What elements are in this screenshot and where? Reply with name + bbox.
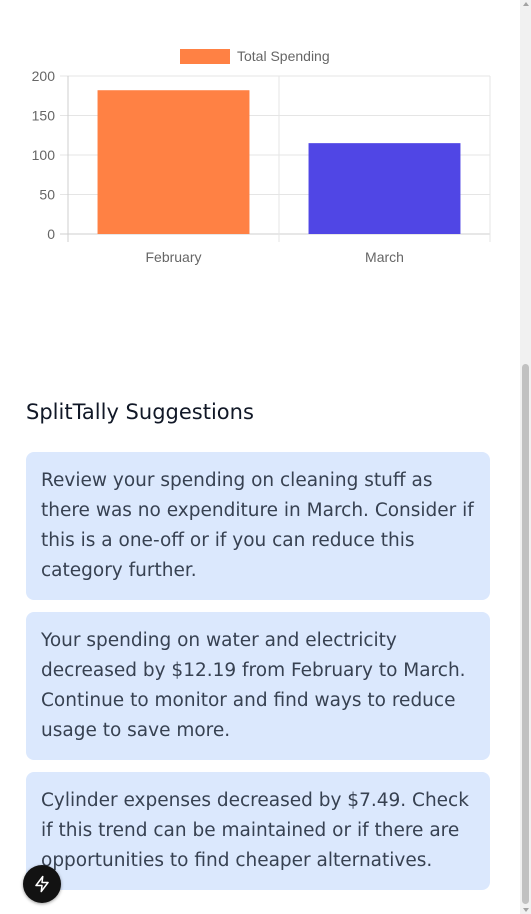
y-tick-label: 150 bbox=[32, 108, 56, 124]
y-tick-label: 200 bbox=[32, 68, 56, 84]
suggestion-card: Review your spending on cleaning stuff a… bbox=[26, 452, 490, 600]
suggestions-title: SplitTally Suggestions bbox=[26, 400, 254, 424]
legend-label: Total Spending bbox=[237, 48, 330, 64]
bar bbox=[97, 90, 250, 234]
scroll-thumb[interactable] bbox=[522, 364, 529, 904]
suggestion-card: Cylinder expenses decreased by $7.49. Ch… bbox=[26, 772, 490, 890]
suggestion-text: Review your spending on cleaning stuff a… bbox=[41, 470, 474, 581]
quick-action-button[interactable] bbox=[23, 865, 61, 903]
lightning-icon bbox=[35, 875, 49, 893]
suggestion-text: Your spending on water and electricity d… bbox=[41, 630, 466, 741]
legend-swatch bbox=[180, 49, 230, 64]
y-tick-label: 0 bbox=[47, 226, 55, 242]
x-tick-label: February bbox=[145, 249, 201, 265]
y-tick-label: 100 bbox=[32, 147, 56, 163]
scroll-up-arrow[interactable] bbox=[523, 2, 529, 6]
suggestion-text: Cylinder expenses decreased by $7.49. Ch… bbox=[41, 790, 469, 871]
bar-chart-svg: 200 150 100 50 0 February March Total Spending bbox=[32, 48, 491, 265]
scroll-down-arrow[interactable] bbox=[523, 908, 529, 912]
suggestion-card: Your spending on water and electricity d… bbox=[26, 612, 490, 760]
scrollbar[interactable] bbox=[520, 0, 531, 914]
x-tick-label: March bbox=[365, 249, 404, 265]
spending-chart: 200 150 100 50 0 February March Total Spending bbox=[0, 0, 520, 290]
bar bbox=[308, 143, 461, 234]
y-tick-label: 50 bbox=[39, 187, 55, 203]
